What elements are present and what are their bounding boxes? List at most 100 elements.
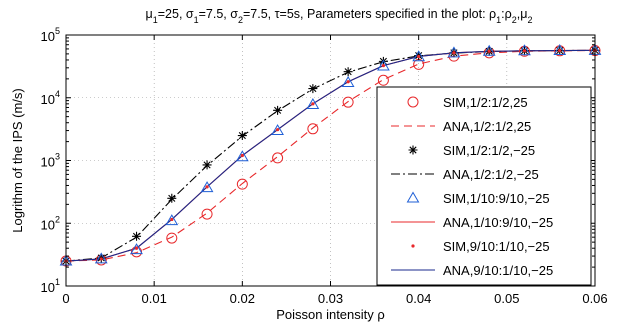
legend-swatch <box>407 96 419 108</box>
data-point <box>342 96 354 108</box>
data-point <box>311 102 315 106</box>
data-point <box>307 123 319 135</box>
legend-label: SIM,9/10:1/10,−25 <box>443 239 550 254</box>
legend-label: ANA,9/10:1/10,−25 <box>443 263 553 278</box>
legend-label: ANA,1/2:1/2,−25 <box>443 167 539 182</box>
series-3 <box>65 49 596 262</box>
x-tick-label: 0.04 <box>406 291 431 306</box>
legend-label: SIM,1/2:1/2,−25 <box>443 143 535 158</box>
y-tick-base: 10 <box>41 155 55 170</box>
legend-box <box>376 86 592 286</box>
title-part: =25, σ <box>158 7 194 21</box>
data-point <box>130 243 143 255</box>
series-4 <box>59 43 602 266</box>
title-part: 2 <box>238 15 243 25</box>
data-point <box>417 54 421 59</box>
data-point <box>200 181 214 193</box>
legend-swatch <box>411 244 415 248</box>
data-point <box>271 124 284 136</box>
y-tick-label: 104 <box>41 89 60 107</box>
legend: SIM,1/2:1/2,25 ANA,1/2:1/2,25 SIM,1/2:1/2,… <box>376 86 592 286</box>
data-point <box>166 232 178 244</box>
data-point <box>518 44 531 56</box>
data-point <box>202 160 212 170</box>
data-point <box>237 131 247 141</box>
title-part: 2 <box>527 15 532 25</box>
y-tick-exponent: 5 <box>55 26 60 36</box>
data-point <box>276 128 280 132</box>
data-point <box>170 217 174 222</box>
y-tick-base: 10 <box>41 280 55 295</box>
series-7 <box>65 49 596 262</box>
legend-label: SIM,1/2:1/2,25 <box>443 95 528 110</box>
x-tick-label: 0 <box>62 291 69 306</box>
data-point <box>240 153 244 158</box>
data-point <box>558 48 562 53</box>
data-point <box>132 231 142 241</box>
data-point <box>201 208 213 220</box>
title-part: 1 <box>153 15 158 25</box>
data-point <box>522 49 527 53</box>
title-part: =7.5, τ=5s, Parameters specified in the … <box>243 7 496 21</box>
data-point <box>487 49 491 53</box>
data-point <box>346 80 350 84</box>
x-tick-label: 0.02 <box>230 291 255 306</box>
chart-title: μ1=25, σ1=7.5, σ2=7.5, τ=5s, Parameters … <box>146 7 533 25</box>
data-point <box>99 257 103 261</box>
title-part: =7.5, σ <box>199 7 239 21</box>
y-tick-label: 102 <box>41 214 60 232</box>
y-tick-exponent: 1 <box>55 277 60 287</box>
data-point <box>134 246 139 250</box>
y-tick-label: 103 <box>41 152 60 170</box>
legend-label: ANA,1/2:1/2,25 <box>443 119 531 134</box>
data-point <box>167 193 177 203</box>
data-point <box>447 46 461 58</box>
x-tick-label: 0.01 <box>142 291 167 306</box>
series-line <box>65 49 596 262</box>
legend-label: ANA,1/10:9/10,−25 <box>443 215 553 230</box>
y-tick-exponent: 3 <box>55 152 60 162</box>
y-tick-label: 105 <box>41 26 60 44</box>
data-point <box>412 50 426 62</box>
title-part: μ <box>146 7 153 21</box>
data-point <box>236 178 248 190</box>
y-tick-exponent: 4 <box>55 89 60 99</box>
data-point <box>341 76 355 87</box>
title-part: :ρ <box>501 7 512 21</box>
series-line <box>65 50 596 262</box>
legend-label: SIM,1/10:9/10,−25 <box>443 191 550 206</box>
data-point <box>205 185 209 189</box>
data-point <box>377 59 390 71</box>
series-line <box>65 49 596 262</box>
y-axis-label: Logrithm of the IPS (m/s) <box>10 88 25 233</box>
title-part: 1 <box>194 15 199 25</box>
data-point <box>553 44 567 56</box>
data-point <box>381 64 385 68</box>
data-point <box>343 67 353 77</box>
y-tick-label: 101 <box>41 277 60 295</box>
data-point <box>94 252 108 264</box>
plot-series <box>59 43 602 267</box>
x-tick-label: 0.03 <box>318 291 343 306</box>
data-point <box>165 214 179 226</box>
x-axis-label: Poisson intensity ρ <box>276 307 385 322</box>
legend-swatch <box>406 191 420 203</box>
y-tick-exponent: 2 <box>55 214 60 224</box>
data-point <box>377 74 389 86</box>
legend-swatch <box>408 145 418 155</box>
y-tick-base: 10 <box>41 29 55 44</box>
x-tick-label: 0.05 <box>494 291 519 306</box>
data-point <box>272 152 284 164</box>
data-point <box>273 105 283 115</box>
x-tick-label: 0.06 <box>582 291 607 306</box>
title-part: 1 <box>496 15 501 25</box>
series-1 <box>65 50 596 262</box>
title-part: 2 <box>512 15 517 25</box>
data-point <box>306 98 320 110</box>
data-point <box>482 44 496 56</box>
data-point <box>235 150 249 162</box>
y-tick-base: 10 <box>41 217 55 232</box>
title-part: ,μ <box>517 7 528 21</box>
